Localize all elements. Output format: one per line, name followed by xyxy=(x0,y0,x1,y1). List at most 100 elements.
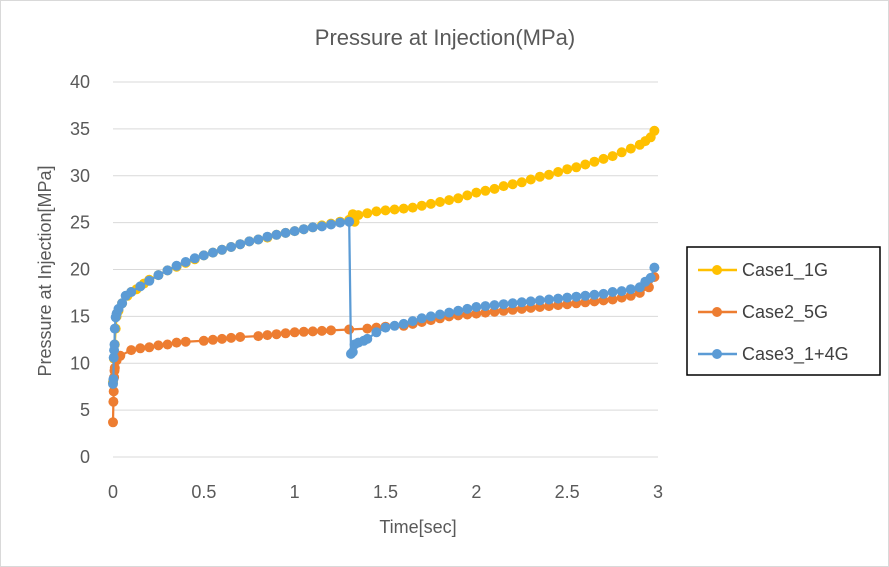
legend-item-0: Case1_1G xyxy=(698,260,828,281)
legend: Case1_1G Case2_5G Case3_1+4G xyxy=(686,246,881,376)
data-point xyxy=(326,325,336,336)
y-tick-label: 25 xyxy=(70,213,90,233)
y-axis-title: Pressure at Injection[MPa] xyxy=(35,165,55,376)
data-point xyxy=(109,339,120,350)
data-point xyxy=(126,287,137,297)
data-point xyxy=(616,286,627,297)
data-point xyxy=(589,156,600,167)
data-point xyxy=(135,281,146,292)
data-point xyxy=(398,318,409,329)
data-point xyxy=(416,200,427,211)
data-point xyxy=(316,221,327,232)
y-tick-label: 0 xyxy=(80,447,90,467)
data-point xyxy=(271,329,282,340)
y-tick-label: 15 xyxy=(70,306,90,326)
data-point xyxy=(144,275,155,286)
data-point xyxy=(189,253,200,264)
data-point xyxy=(316,325,327,336)
data-point xyxy=(471,187,482,198)
data-point xyxy=(435,197,445,207)
data-point xyxy=(425,311,436,322)
data-point xyxy=(525,296,536,307)
legend-swatch-marker xyxy=(712,265,722,275)
data-point xyxy=(625,143,636,154)
data-point xyxy=(126,345,137,356)
data-point xyxy=(480,185,491,196)
legend-swatch-marker xyxy=(712,349,722,359)
legend-label: Case3_1+4G xyxy=(742,344,849,365)
data-point xyxy=(616,147,627,158)
x-tick-label: 3 xyxy=(653,482,663,502)
data-point xyxy=(425,198,436,209)
data-point xyxy=(498,181,509,192)
data-point xyxy=(362,333,373,344)
data-point xyxy=(347,347,358,357)
data-point xyxy=(534,295,545,306)
x-tick-label: 1 xyxy=(290,482,300,502)
data-point xyxy=(117,298,128,309)
data-point xyxy=(444,307,455,318)
x-axis-title: Time[sec] xyxy=(379,517,456,537)
data-point xyxy=(344,216,355,227)
data-point xyxy=(589,289,600,300)
data-point xyxy=(507,298,518,309)
data-point xyxy=(344,324,355,335)
x-tick-label: 0 xyxy=(108,482,118,502)
data-point xyxy=(498,299,509,310)
data-point xyxy=(108,386,119,397)
y-tick-label: 40 xyxy=(70,72,90,92)
data-point xyxy=(598,153,609,164)
data-point xyxy=(108,417,118,428)
data-point xyxy=(108,374,119,385)
data-point xyxy=(553,293,564,304)
y-tick-label: 20 xyxy=(70,260,90,280)
y-tick-label: 10 xyxy=(70,353,90,373)
data-point xyxy=(162,265,173,276)
data-point xyxy=(571,291,582,302)
data-point xyxy=(153,340,164,351)
data-point xyxy=(516,177,527,188)
data-point xyxy=(462,303,473,314)
legend-label: Case1_1G xyxy=(742,260,828,281)
data-point xyxy=(235,239,246,250)
legend-item-1: Case2_5G xyxy=(698,302,828,323)
data-point xyxy=(607,151,618,162)
data-point xyxy=(326,219,336,230)
data-point xyxy=(298,224,309,235)
data-point xyxy=(180,257,191,267)
x-tick-label: 2 xyxy=(471,482,481,502)
data-point xyxy=(289,226,300,237)
data-point xyxy=(217,333,227,344)
data-point xyxy=(371,206,382,217)
data-point xyxy=(262,231,273,242)
data-point xyxy=(217,244,227,255)
data-point xyxy=(435,309,445,320)
data-point xyxy=(607,294,618,305)
data-point xyxy=(371,327,382,338)
data-point xyxy=(108,396,119,407)
series-group xyxy=(108,125,660,428)
data-point xyxy=(480,301,491,312)
data-point xyxy=(625,284,636,295)
data-point xyxy=(271,229,282,240)
data-point xyxy=(398,203,409,214)
legend-label: Case2_5G xyxy=(742,302,828,323)
data-point xyxy=(407,202,418,213)
data-point xyxy=(362,323,373,334)
data-point xyxy=(649,262,660,273)
series-2 xyxy=(108,216,660,389)
data-point xyxy=(207,247,218,258)
data-point xyxy=(380,322,391,333)
data-point xyxy=(389,204,400,215)
data-point xyxy=(280,227,291,238)
data-point xyxy=(226,242,237,252)
x-tick-label: 2.5 xyxy=(555,482,580,502)
data-point xyxy=(462,190,473,201)
data-point xyxy=(307,222,318,233)
data-point xyxy=(235,332,246,342)
data-point xyxy=(253,331,264,342)
legend-swatch-marker xyxy=(712,307,722,317)
data-point xyxy=(607,287,618,297)
